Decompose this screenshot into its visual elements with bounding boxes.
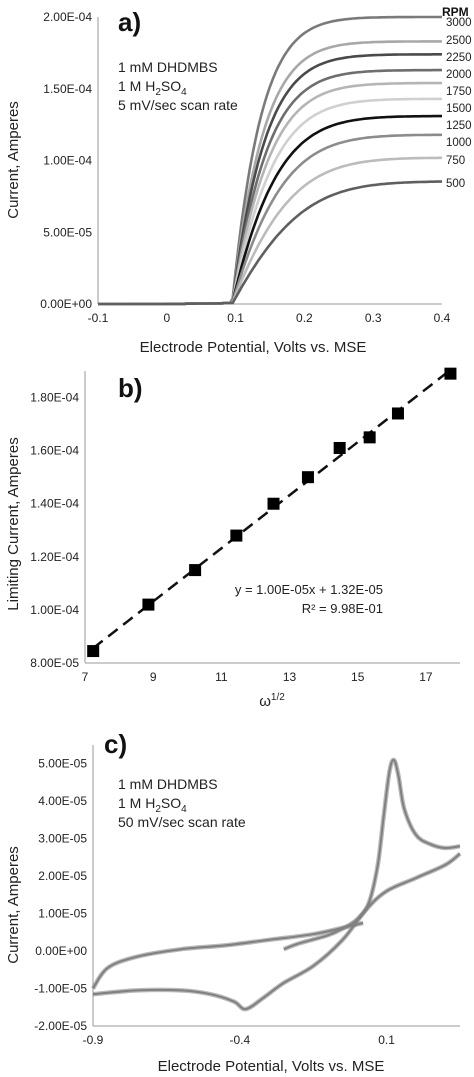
panel-b-x-tick-label: 15 <box>351 670 365 684</box>
return-scan-curve <box>92 922 364 990</box>
rpm-1250-label: 1250 <box>446 120 472 132</box>
panel-a-x-axis-label: Electrode Potential, Volts vs. MSE <box>140 339 367 356</box>
rpm-750-curve <box>98 156 442 306</box>
rpm-1750-label: 1750 <box>446 86 472 98</box>
panel-c-y-tick-label: 3.00E-05 <box>38 832 87 846</box>
data-point <box>142 598 155 611</box>
rpm-500-label: 500 <box>446 178 465 190</box>
panel-c-annotation-concentration: 1 mM DHDMBS <box>118 776 218 792</box>
rpm-1000-label: 1000 <box>446 137 472 149</box>
trendline-r-squared: R² = 9.98E-01 <box>302 601 383 616</box>
panel-a-label: a) <box>118 7 141 37</box>
reverse-scan-curve <box>92 852 461 1011</box>
panel-b-y-tick-label: 8.00E-05 <box>30 656 79 670</box>
panel-c-label: c) <box>104 729 127 759</box>
panel-a-y-axis-label: Current, Amperes <box>5 101 22 219</box>
panel-a-x-tick-label: -0.1 <box>88 311 109 325</box>
data-point <box>391 407 404 420</box>
panel-b-x-tick-label: 7 <box>82 670 89 684</box>
data-point <box>87 645 100 658</box>
panel-b-y-tick-label: 1.40E-04 <box>30 497 79 511</box>
panel-a-y-tick-label: 1.00E-04 <box>43 154 92 168</box>
panel-c-x-tick-label: -0.4 <box>229 1033 250 1047</box>
panel-b-y-tick-label: 1.80E-04 <box>30 391 79 405</box>
panel-a-annotation-electrolyte: 1 M H2SO4 <box>118 78 187 98</box>
panel-a-x-tick-label: 0.4 <box>434 311 451 325</box>
panel-c-y-axis-label: Current, Amperes <box>5 846 22 964</box>
panel-a-x-tick-label: 0.2 <box>296 311 313 325</box>
panel-c-annotation-electrolyte: 1 M H2SO4 <box>118 795 187 815</box>
panel-c-y-tick-label: -1.00E-05 <box>34 982 87 996</box>
panel-b-y-tick-label: 1.20E-04 <box>30 550 79 564</box>
panel-b-chart: b) Limiting Current, Amperes ω1/2 y = 1.… <box>5 367 460 710</box>
forward-scan-curve <box>283 758 461 951</box>
panel-b-x-tick-label: 17 <box>419 670 433 684</box>
rpm-2000-label: 2000 <box>446 69 472 81</box>
data-point <box>333 441 346 454</box>
data-point <box>267 497 280 510</box>
reverse-scan-halo <box>92 851 462 1012</box>
panel-a-x-tick-label: 0.1 <box>227 311 244 325</box>
panel-a-y-tick-label: 5.00E-05 <box>43 225 92 239</box>
panel-b-y-tick-label: 1.00E-04 <box>30 603 79 617</box>
data-point <box>363 431 376 444</box>
panel-a-x-tick-label: 0.3 <box>365 311 382 325</box>
panel-a-x-tick-label: 0 <box>163 311 170 325</box>
panel-c-y-tick-label: 0.00E+00 <box>35 944 87 958</box>
rpm-3000-label: 3000 <box>446 17 472 29</box>
panel-c-x-axis-label: Electrode Potential, Volts vs. MSE <box>158 1058 385 1075</box>
panel-c-y-tick-label: 1.00E-05 <box>38 907 87 921</box>
panel-c-y-tick-label: 5.00E-05 <box>38 757 87 771</box>
rpm-500-curve <box>98 180 442 306</box>
rpm-2250-label: 2250 <box>446 52 472 64</box>
rpm-2500-label: 2500 <box>446 35 472 47</box>
panel-c-chart: c) 1 mM DHDMBS 1 M H2SO4 50 mV/sec scan … <box>5 729 462 1075</box>
panel-c-y-tick-label: -2.00E-05 <box>34 1019 87 1033</box>
panel-a-annotation-concentration: 1 mM DHDMBS <box>118 59 218 75</box>
panel-c-y-tick-label: 4.00E-05 <box>38 794 87 808</box>
data-point <box>189 564 202 577</box>
panel-a-annotation-scan-rate: 5 mV/sec scan rate <box>118 97 238 113</box>
panel-b-y-axis-label: Limiting Current, Amperes <box>5 437 22 610</box>
panel-b-label: b) <box>118 373 143 403</box>
data-point <box>301 471 314 484</box>
panel-a-y-tick-label: 0.00E+00 <box>40 297 92 311</box>
panel-c-x-tick-label: -0.9 <box>83 1033 104 1047</box>
rpm-750-label: 750 <box>446 155 465 167</box>
panel-b-x-tick-label: 13 <box>283 670 297 684</box>
panel-b-y-tick-label: 1.60E-04 <box>30 444 79 458</box>
panel-a-y-tick-label: 1.50E-04 <box>43 82 92 96</box>
forward-scan-halo <box>282 757 461 952</box>
panel-a-legend-title: RPM <box>442 5 469 19</box>
panel-b-x-tick-label: 11 <box>215 670 228 684</box>
panel-c-annotation-scan-rate: 50 mV/sec scan rate <box>118 814 246 830</box>
data-point <box>444 367 457 380</box>
trendline-equation: y = 1.00E-05x + 1.32E-05 <box>235 582 383 597</box>
panel-b-x-tick-label: 9 <box>150 670 157 684</box>
data-point <box>230 529 243 542</box>
panel-c-y-tick-label: 2.00E-05 <box>38 869 87 883</box>
panel-a-y-tick-label: 2.00E-04 <box>43 10 92 24</box>
panel-b-x-axis-label: ω1/2 <box>259 692 285 710</box>
rpm-1500-label: 1500 <box>446 103 472 115</box>
panel-a-chart: a) 1 mM DHDMBS 1 M H2SO4 5 mV/sec scan r… <box>5 5 472 356</box>
panel-c-x-tick-label: 0.1 <box>378 1033 395 1047</box>
